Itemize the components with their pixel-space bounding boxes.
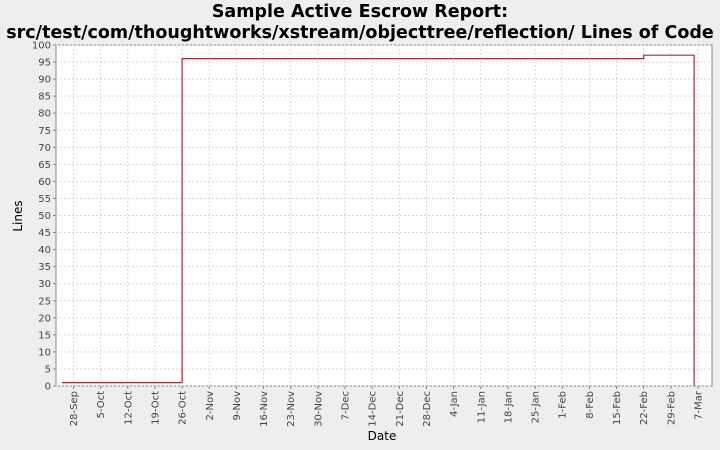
y-tick-label: 0	[45, 382, 51, 393]
y-tick-label: 55	[38, 194, 51, 205]
x-axis-label: Date	[368, 429, 397, 443]
y-tick-label: 60	[38, 177, 51, 188]
x-tick-label: 18-Jan	[503, 391, 514, 423]
x-tick-label: 2-Nov	[205, 391, 216, 421]
x-tick-label: 11-Jan	[476, 391, 487, 423]
x-tick-label: 28-Sep	[69, 391, 80, 426]
y-tick-label: 35	[38, 262, 51, 273]
x-tick-label: 9-Nov	[232, 391, 243, 421]
y-tick-label: 25	[38, 296, 51, 307]
x-tick-label: 4-Jan	[449, 391, 460, 417]
x-tick-label: 25-Jan	[531, 391, 542, 423]
x-tick-label: 5-Oct	[96, 391, 107, 419]
x-tick-label: 30-Nov	[313, 391, 324, 427]
x-tick-label: 19-Oct	[150, 391, 161, 425]
y-tick-label: 45	[38, 228, 51, 239]
x-tick-label: 12-Oct	[123, 391, 134, 425]
x-tick-label: 14-Dec	[368, 391, 379, 427]
y-tick-label: 30	[38, 279, 51, 290]
x-tick-label: 22-Feb	[639, 391, 650, 425]
chart-subtitle: src/test/com/thoughtworks/xstream/object…	[6, 23, 714, 43]
y-tick-label: 90	[38, 75, 51, 86]
x-tick-label: 21-Dec	[395, 391, 406, 427]
series-group	[61, 54, 695, 386]
chart-title: Sample Active Escrow Report:	[211, 2, 509, 22]
x-tick-label: 8-Feb	[585, 391, 596, 419]
y-tick-label: 50	[38, 211, 51, 222]
series-line	[61, 54, 695, 386]
x-tick-label: 23-Nov	[286, 391, 297, 427]
y-tick-label: 75	[38, 126, 51, 137]
y-tick-label: 95	[38, 58, 51, 69]
x-axis-ticks: 28-Sep 5-Oct 12-Oct 19-Oct 26-Oct 2-Nov 9-Nov 1…	[69, 386, 705, 427]
x-tick-label: 7-Mar	[694, 390, 705, 420]
chart-title-block: Sample Active Escrow Report: src/test/co…	[0, 2, 720, 44]
y-tick-label: 5	[45, 364, 51, 375]
y-axis-label: Lines	[11, 200, 25, 231]
y-tick-label: 85	[38, 92, 51, 103]
x-tick-label: 1-Feb	[558, 391, 569, 419]
x-tick-label: 16-Nov	[259, 391, 270, 427]
y-tick-label: 40	[38, 245, 51, 256]
y-tick-label: 65	[38, 160, 51, 171]
y-tick-label: 15	[38, 330, 51, 341]
x-tick-label: 28-Dec	[422, 391, 433, 427]
y-tick-label: 20	[38, 313, 51, 324]
x-tick-label: 26-Oct	[178, 391, 189, 425]
x-tick-label: 7-Dec	[341, 391, 352, 420]
x-tick-label: 15-Feb	[612, 391, 623, 425]
y-tick-label: 10	[38, 347, 51, 358]
x-tick-label: 29-Feb	[666, 391, 677, 425]
y-tick-label: 70	[38, 143, 51, 154]
y-tick-label: 100	[32, 41, 51, 52]
y-axis-ticks: 0 5 10 15 20 25 30 35 40 45 50 55 60 65 70 75 80 85 90 95 10…	[32, 41, 56, 393]
y-tick-label: 80	[38, 109, 51, 120]
